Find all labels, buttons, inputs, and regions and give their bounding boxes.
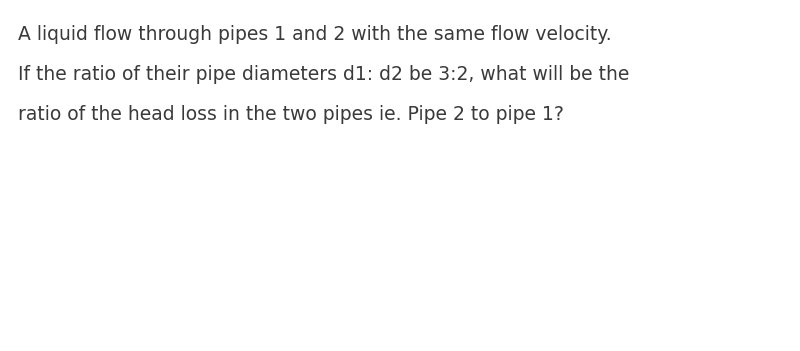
Text: ratio of the head loss in the two pipes ie. Pipe 2 to pipe 1?: ratio of the head loss in the two pipes … [18, 105, 563, 124]
Text: A liquid flow through pipes 1 and 2 with the same flow velocity.: A liquid flow through pipes 1 and 2 with… [18, 25, 611, 44]
Text: If the ratio of their pipe diameters d1: d2 be 3:2, what will be the: If the ratio of their pipe diameters d1:… [18, 65, 629, 84]
